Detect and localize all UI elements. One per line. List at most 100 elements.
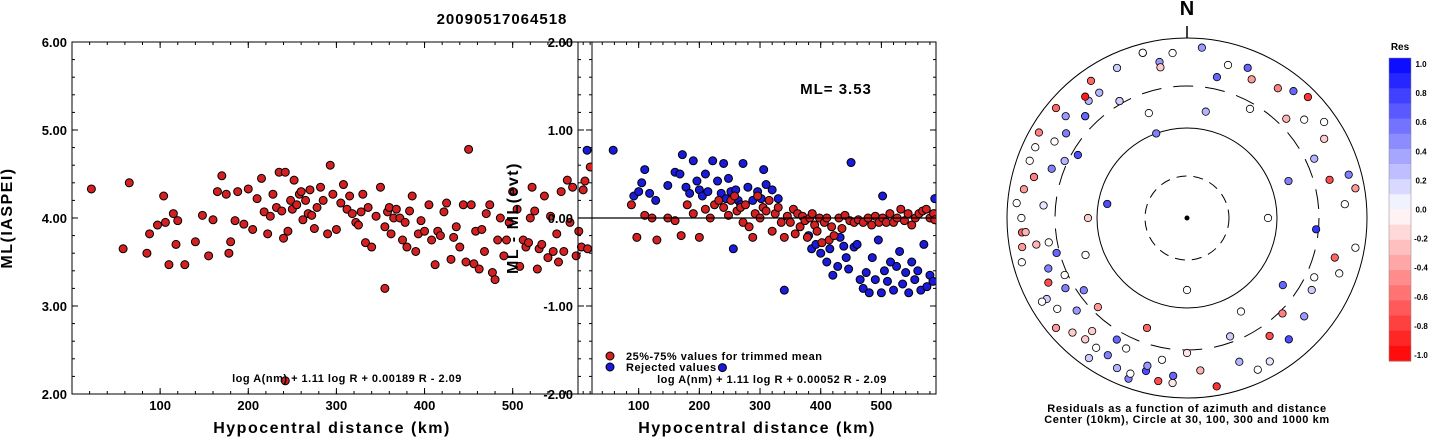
colorbar-segment bbox=[1389, 254, 1411, 271]
trimmed-point bbox=[795, 222, 805, 232]
trimmed-point bbox=[773, 202, 783, 212]
trimmed-point bbox=[827, 222, 837, 232]
data-point bbox=[142, 248, 152, 258]
data-point bbox=[233, 187, 243, 197]
rejected-point bbox=[928, 276, 936, 286]
residual-point bbox=[1154, 376, 1163, 386]
residual-point bbox=[1126, 369, 1135, 378]
colorbar-segment bbox=[1389, 239, 1411, 256]
residual-point bbox=[1044, 238, 1053, 247]
trimmed-point bbox=[632, 232, 642, 242]
data-point bbox=[439, 207, 449, 217]
residual-point bbox=[1247, 75, 1256, 84]
data-point bbox=[363, 202, 373, 212]
data-point bbox=[145, 229, 155, 239]
residual-point bbox=[1060, 270, 1069, 280]
residual-point bbox=[1112, 335, 1121, 344]
data-point bbox=[411, 246, 421, 256]
trimmed-point bbox=[700, 204, 710, 214]
data-point bbox=[197, 210, 207, 220]
data-point bbox=[391, 204, 401, 214]
x-tick-label: 100 bbox=[628, 398, 650, 413]
residual-point bbox=[1081, 335, 1090, 344]
data-point bbox=[338, 180, 348, 190]
colorbar-tick-label: -0.8 bbox=[1414, 322, 1428, 331]
residual-point bbox=[1320, 117, 1329, 127]
data-point bbox=[204, 251, 214, 261]
data-point bbox=[86, 184, 96, 194]
colorbar-tick-label: -1.0 bbox=[1414, 351, 1428, 360]
x-tick-label: 200 bbox=[689, 398, 711, 413]
colorbar-tick-label: 0.2 bbox=[1415, 176, 1427, 185]
residual-point bbox=[1310, 273, 1319, 282]
residual-point bbox=[1325, 175, 1334, 184]
colorbar-segment bbox=[1389, 148, 1411, 165]
trimmed-point bbox=[744, 222, 754, 232]
middle-plot: -2.00 -1.00 0.00 1.00 2.00 100 200 300 400 500 Hyp… bbox=[505, 35, 937, 437]
data-point bbox=[548, 246, 558, 256]
points-group bbox=[86, 144, 592, 386]
rejected-point bbox=[885, 257, 895, 267]
y-tick-label: 2.00 bbox=[42, 387, 67, 402]
colorbar-title: Res bbox=[1391, 42, 1410, 53]
data-point bbox=[312, 202, 322, 212]
rejected-point bbox=[919, 239, 929, 249]
data-point bbox=[537, 239, 547, 249]
data-point bbox=[430, 260, 440, 270]
residual-point bbox=[1095, 88, 1104, 97]
data-point bbox=[277, 206, 287, 216]
data-point bbox=[512, 204, 522, 214]
legend-label-trimmed: 25%-75% values for trimmed mean bbox=[626, 351, 822, 363]
data-point bbox=[168, 209, 178, 219]
data-point bbox=[400, 217, 410, 227]
rejected-point bbox=[723, 173, 733, 183]
trimmed-point bbox=[723, 210, 733, 220]
trimmed-point bbox=[899, 216, 909, 226]
data-point bbox=[493, 235, 503, 245]
data-point bbox=[323, 229, 333, 239]
rejected-point bbox=[816, 248, 826, 258]
data-point bbox=[336, 198, 346, 208]
rejected-point bbox=[878, 191, 888, 201]
residual-point bbox=[1245, 104, 1255, 113]
residual-point bbox=[1263, 213, 1273, 223]
circle-30km bbox=[1144, 175, 1230, 261]
rejected-point bbox=[822, 257, 832, 267]
trimmed-point bbox=[626, 200, 636, 210]
data-point bbox=[585, 162, 592, 172]
x-tick-label: 400 bbox=[414, 398, 436, 413]
data-point bbox=[331, 224, 341, 234]
x-tick-label: 300 bbox=[326, 398, 348, 413]
rejected-point bbox=[717, 363, 727, 373]
data-point bbox=[328, 189, 338, 199]
data-point bbox=[449, 232, 459, 242]
data-point bbox=[539, 191, 549, 201]
data-point bbox=[152, 220, 162, 230]
residual-point bbox=[1047, 164, 1056, 173]
residual-point bbox=[1142, 323, 1152, 333]
data-point bbox=[259, 207, 269, 217]
colorbar-tick-label: -0.2 bbox=[1414, 235, 1428, 244]
data-point bbox=[286, 195, 296, 205]
trimmed-point bbox=[682, 200, 692, 210]
rejected-point bbox=[870, 275, 880, 285]
rejected-point bbox=[767, 185, 777, 195]
residual-point bbox=[1079, 286, 1088, 295]
data-point bbox=[574, 226, 584, 236]
rejected-point bbox=[773, 194, 783, 204]
residual-point bbox=[1265, 331, 1274, 341]
data-point bbox=[466, 200, 476, 210]
trimmed-point bbox=[829, 231, 839, 241]
residual-point bbox=[1086, 76, 1096, 85]
data-point bbox=[360, 238, 370, 248]
rejected-point bbox=[675, 169, 685, 179]
data-point bbox=[481, 209, 491, 219]
data-point bbox=[562, 175, 572, 185]
residual-point bbox=[1083, 213, 1093, 223]
data-point bbox=[427, 235, 437, 245]
data-point bbox=[221, 189, 231, 199]
residual-point bbox=[1284, 335, 1293, 344]
data-point bbox=[289, 175, 299, 185]
residual-point bbox=[1039, 201, 1048, 210]
